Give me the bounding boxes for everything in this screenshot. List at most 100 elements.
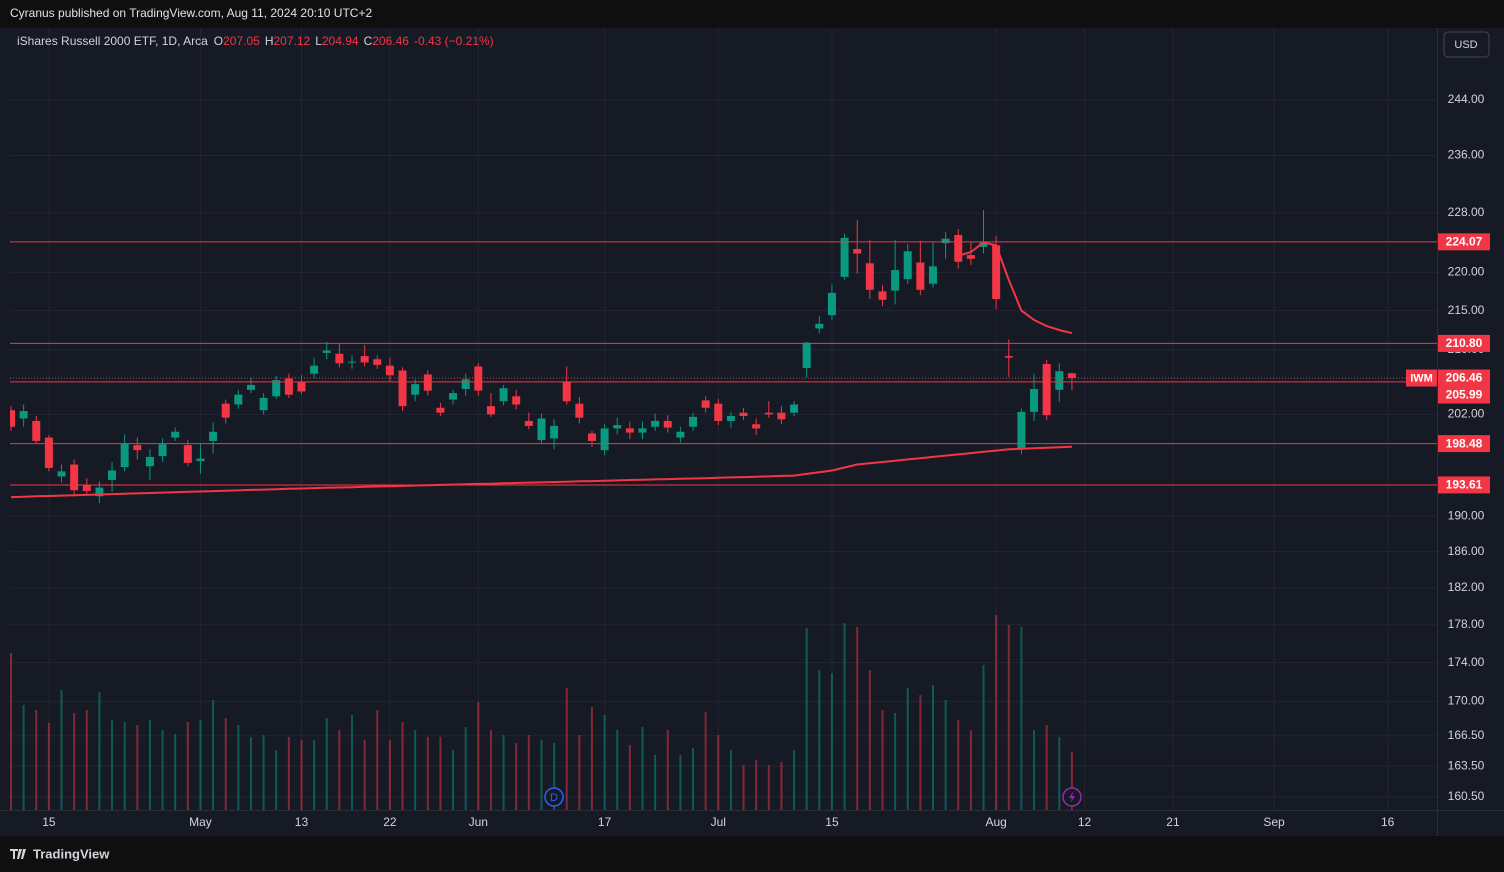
volume-bar xyxy=(111,720,114,810)
candle-body xyxy=(70,464,79,491)
currency[interactable]: USD xyxy=(1454,39,1477,51)
chart-title: iShares Russell 2000 ETF, 1D, Arca xyxy=(17,34,208,48)
candle-body xyxy=(348,361,357,363)
candle-body xyxy=(587,433,596,441)
candle-body xyxy=(461,379,470,390)
volume-bar xyxy=(679,755,682,810)
y-tick-label: 220.00 xyxy=(1448,265,1485,279)
candle-body xyxy=(625,428,634,433)
x-tick-label: 12 xyxy=(1078,815,1092,829)
volume-bar xyxy=(186,722,189,810)
candle-body xyxy=(865,263,874,290)
candle-body xyxy=(562,381,571,402)
candle-body xyxy=(840,237,849,277)
volume-bar xyxy=(931,685,934,810)
volume-bar xyxy=(502,735,505,810)
volume-bar xyxy=(906,688,909,810)
volume-bar xyxy=(174,734,177,810)
volume-bar xyxy=(616,730,619,810)
symbol-label-box xyxy=(1406,369,1437,387)
candle-body xyxy=(575,403,584,418)
candle-body xyxy=(234,394,243,405)
volume-bar xyxy=(85,710,88,810)
volume-bar xyxy=(73,713,76,810)
volume-bar xyxy=(742,765,745,810)
candle-body xyxy=(246,384,255,390)
candle-body xyxy=(966,255,975,259)
candle-body xyxy=(449,393,458,400)
volume-bar xyxy=(578,735,581,810)
volume-bar xyxy=(464,727,467,810)
candle-body xyxy=(145,456,154,467)
volume-bar xyxy=(982,665,985,810)
logo-icon xyxy=(10,849,26,859)
volume-bar xyxy=(35,710,38,810)
volume-bar xyxy=(98,692,101,810)
candle-body xyxy=(916,262,925,290)
candle-body xyxy=(373,359,382,365)
candle-body xyxy=(10,410,15,427)
candle-body xyxy=(423,374,432,391)
candle-body xyxy=(651,420,660,427)
volume-bar xyxy=(1033,730,1036,810)
volume-bar xyxy=(249,737,252,810)
volume-bar xyxy=(376,710,379,810)
candle-body xyxy=(1004,356,1013,358)
candle-body xyxy=(44,437,53,468)
volume-bar xyxy=(704,712,707,810)
volume-bar xyxy=(919,695,922,810)
candle-body xyxy=(158,444,167,457)
volume-bar xyxy=(793,750,796,810)
volume-bar xyxy=(1058,737,1061,810)
legend-key: H xyxy=(265,34,274,48)
volume-bar xyxy=(654,755,657,810)
candle-body xyxy=(436,407,445,413)
price-label-box xyxy=(1438,476,1490,494)
indicator-line xyxy=(958,241,1073,335)
y-tick-label: 190.00 xyxy=(1448,508,1485,522)
volume-bar xyxy=(10,653,12,810)
candle-body xyxy=(992,245,1001,300)
currency-button[interactable]: USD xyxy=(1443,31,1490,58)
candle-body xyxy=(411,384,420,395)
candle-body xyxy=(272,380,281,397)
earnings-event[interactable] xyxy=(1062,787,1082,807)
volume-bar xyxy=(351,715,354,810)
candle-body xyxy=(815,323,824,329)
x-tick-label: 15 xyxy=(825,815,839,829)
price-label-box xyxy=(1438,386,1490,404)
candle-body xyxy=(474,366,483,391)
candle-body xyxy=(297,381,306,392)
volume-bar xyxy=(136,725,139,810)
volume-bar xyxy=(22,705,25,810)
candle-body xyxy=(928,266,937,284)
currency-box[interactable] xyxy=(1443,31,1490,58)
candle-body xyxy=(726,416,735,421)
volume-bar xyxy=(830,673,833,810)
candle-body xyxy=(790,404,799,413)
y-tick-label: 244.00 xyxy=(1448,92,1485,106)
y-tick-label: 178.00 xyxy=(1448,617,1485,631)
y-tick-label: 186.00 xyxy=(1448,544,1485,558)
price-label: 210.80 xyxy=(1446,336,1483,350)
volume-bar xyxy=(818,670,821,810)
volume-bar xyxy=(527,735,530,810)
volume-bar xyxy=(1045,725,1048,810)
x-tick-label: May xyxy=(189,815,212,829)
x-tick-label: 21 xyxy=(1166,815,1180,829)
dividend-circle[interactable] xyxy=(544,787,564,807)
volume-bar xyxy=(755,760,758,810)
dividend-label[interactable]: D xyxy=(550,792,558,804)
event-icon[interactable] xyxy=(1069,791,1075,803)
candle-body xyxy=(1017,411,1026,450)
volume-bar xyxy=(868,670,871,810)
volume-layer xyxy=(10,615,1073,810)
volume-bar xyxy=(401,722,404,810)
dividend-event[interactable]: D xyxy=(544,787,564,807)
candle-body xyxy=(95,487,104,497)
volume-bar xyxy=(856,627,859,810)
volume-bar xyxy=(363,740,366,810)
volume-bar xyxy=(995,615,998,810)
legend-key: C xyxy=(364,34,373,48)
volume-bar xyxy=(262,735,265,810)
